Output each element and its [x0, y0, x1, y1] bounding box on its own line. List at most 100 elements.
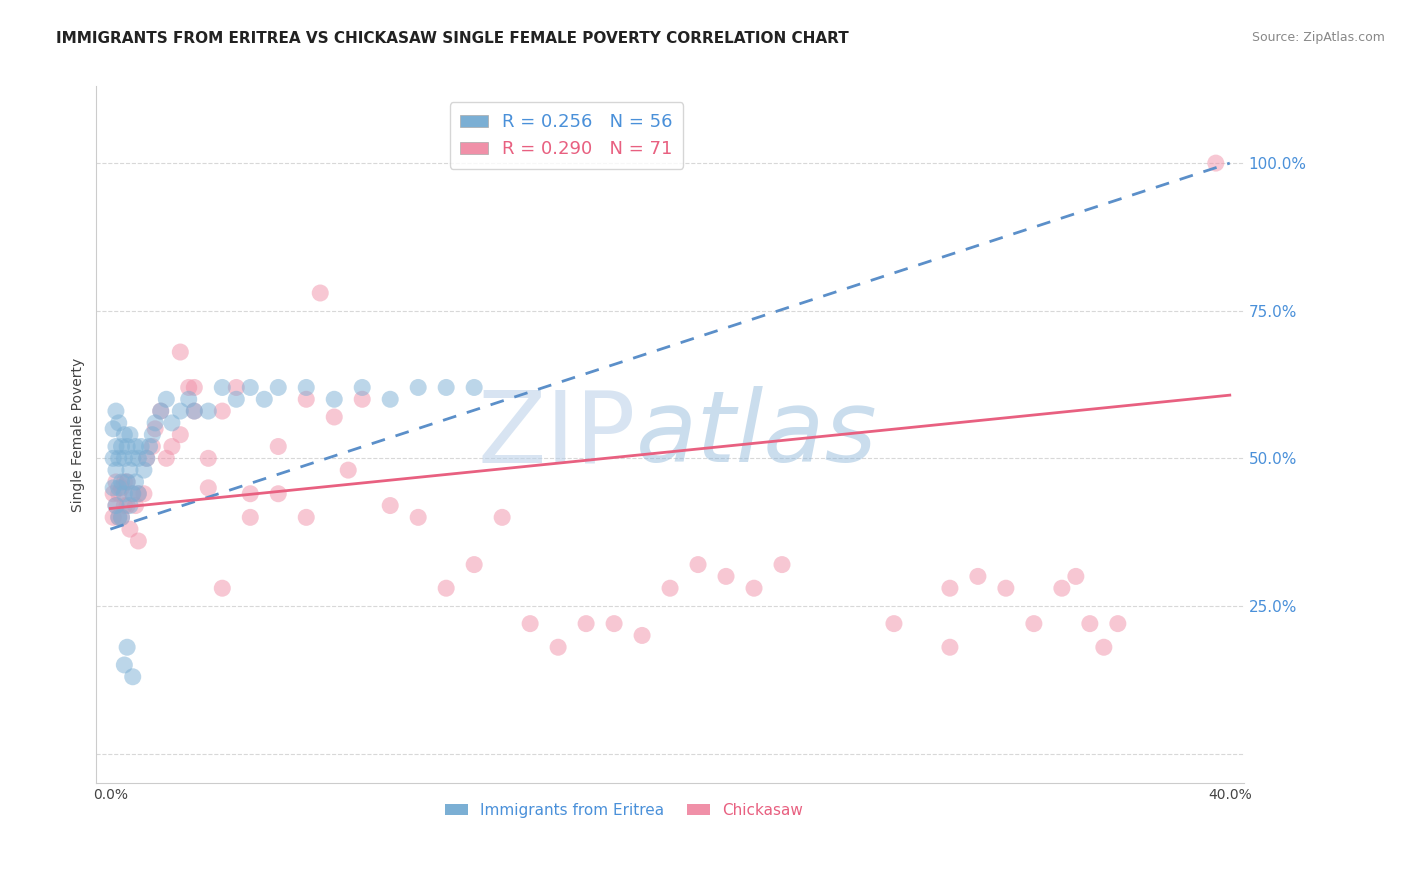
Point — [127, 451, 149, 466]
Point — [132, 463, 155, 477]
Point — [121, 487, 143, 501]
Point — [225, 380, 247, 394]
Point — [547, 640, 569, 655]
Point — [135, 451, 157, 466]
Point — [143, 422, 166, 436]
Point — [112, 487, 135, 501]
Point — [211, 581, 233, 595]
Point — [352, 380, 374, 394]
Point — [110, 440, 132, 454]
Point — [101, 451, 124, 466]
Point — [160, 440, 183, 454]
Point — [110, 510, 132, 524]
Point — [197, 481, 219, 495]
Point — [183, 404, 205, 418]
Point — [883, 616, 905, 631]
Point — [295, 510, 318, 524]
Point — [127, 487, 149, 501]
Point — [169, 345, 191, 359]
Point — [939, 581, 962, 595]
Point — [127, 487, 149, 501]
Point — [183, 380, 205, 394]
Point — [267, 440, 290, 454]
Point — [967, 569, 990, 583]
Point — [107, 487, 129, 501]
Point — [239, 380, 262, 394]
Point — [112, 499, 135, 513]
Point — [104, 404, 127, 418]
Point — [434, 380, 457, 394]
Point — [124, 499, 146, 513]
Point — [253, 392, 276, 407]
Text: ZIP: ZIP — [477, 386, 636, 483]
Point — [323, 392, 346, 407]
Point — [110, 475, 132, 489]
Point — [406, 510, 429, 524]
Point — [107, 510, 129, 524]
Point — [1107, 616, 1129, 631]
Point — [183, 404, 205, 418]
Legend: Immigrants from Eritrea, Chickasaw: Immigrants from Eritrea, Chickasaw — [439, 797, 810, 824]
Point — [352, 392, 374, 407]
Point — [129, 440, 152, 454]
Point — [149, 404, 172, 418]
Point — [141, 440, 163, 454]
Point — [132, 487, 155, 501]
Point — [267, 380, 290, 394]
Point — [603, 616, 626, 631]
Point — [211, 404, 233, 418]
Point — [118, 463, 141, 477]
Point — [112, 451, 135, 466]
Point — [101, 481, 124, 495]
Point — [107, 510, 129, 524]
Point — [143, 416, 166, 430]
Point — [141, 427, 163, 442]
Point — [994, 581, 1017, 595]
Point — [149, 404, 172, 418]
Point — [104, 499, 127, 513]
Text: Source: ZipAtlas.com: Source: ZipAtlas.com — [1251, 31, 1385, 45]
Point — [124, 440, 146, 454]
Point — [104, 475, 127, 489]
Point — [380, 392, 402, 407]
Point — [337, 463, 360, 477]
Point — [309, 285, 332, 300]
Point — [211, 380, 233, 394]
Point — [115, 640, 138, 655]
Point — [1205, 156, 1227, 170]
Point — [239, 510, 262, 524]
Point — [124, 475, 146, 489]
Point — [169, 404, 191, 418]
Point — [115, 499, 138, 513]
Text: IMMIGRANTS FROM ERITREA VS CHICKASAW SINGLE FEMALE POVERTY CORRELATION CHART: IMMIGRANTS FROM ERITREA VS CHICKASAW SIN… — [56, 31, 849, 46]
Point — [118, 499, 141, 513]
Point — [121, 451, 143, 466]
Point — [463, 558, 485, 572]
Point — [107, 416, 129, 430]
Point — [1078, 616, 1101, 631]
Point — [112, 657, 135, 672]
Point — [115, 440, 138, 454]
Point — [101, 422, 124, 436]
Point — [112, 475, 135, 489]
Point — [631, 628, 654, 642]
Point — [118, 427, 141, 442]
Point — [115, 475, 138, 489]
Point — [177, 380, 200, 394]
Point — [121, 487, 143, 501]
Point — [107, 451, 129, 466]
Point — [127, 533, 149, 548]
Point — [239, 487, 262, 501]
Point — [406, 380, 429, 394]
Point — [323, 409, 346, 424]
Point — [197, 451, 219, 466]
Point — [519, 616, 541, 631]
Point — [267, 487, 290, 501]
Point — [1050, 581, 1073, 595]
Point — [101, 510, 124, 524]
Point — [295, 392, 318, 407]
Point — [104, 499, 127, 513]
Point — [112, 427, 135, 442]
Point — [101, 487, 124, 501]
Y-axis label: Single Female Poverty: Single Female Poverty — [72, 358, 86, 512]
